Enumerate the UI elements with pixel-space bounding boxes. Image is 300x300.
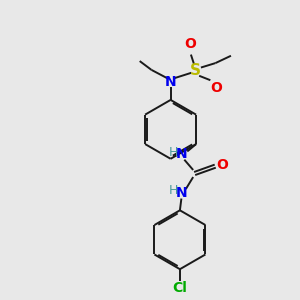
Text: H: H [169,184,178,197]
Text: N: N [165,75,176,89]
Text: H: H [169,146,178,158]
Text: Cl: Cl [172,281,187,295]
Text: O: O [210,81,222,95]
Text: S: S [190,63,201,78]
Text: N: N [176,186,187,200]
Text: N: N [176,147,187,161]
Text: O: O [216,158,228,172]
Text: O: O [184,37,196,51]
